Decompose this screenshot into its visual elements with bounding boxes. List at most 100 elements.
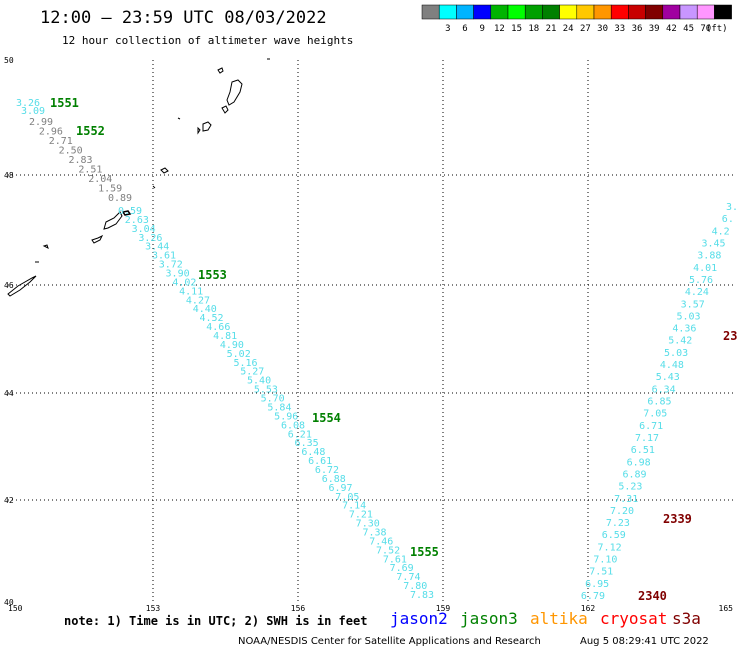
wave-height-value: 2.51 [78,165,102,176]
legend-tick-label: 42 [666,24,677,34]
legend-tick-label: 24 [563,24,574,34]
legend-s3a: s3a [672,609,701,628]
lon-tick-label: 165 [719,604,734,613]
wave-height-value: 4.90 [220,340,244,351]
wave-height-value: 3. [726,202,738,213]
wave-height-value: 5.42 [668,336,692,347]
wave-height-value: 4.66 [206,322,230,333]
legend-swatch [593,4,612,20]
wave-height-value: 6.08 [281,420,305,431]
wave-height-value: 2.99 [29,117,53,128]
wave-height-value: 1.59 [98,184,122,195]
wave-height-value: 6. [722,214,734,225]
legend-swatch [628,4,646,20]
lon-tick-label: 159 [436,604,451,613]
wave-height-value: 5.02 [227,349,251,360]
wave-height-value: 3.04 [132,224,156,235]
pass-time-label: 1551 [50,96,79,110]
legend-tick-label: 33 [614,24,625,34]
wave-height-value: 5.23 [618,482,642,493]
map-title: 12:00 – 23:59 UTC 08/03/2022 [40,8,327,28]
wave-height-value: 6.48 [301,447,325,458]
wave-height-value: 5.96 [274,411,298,422]
legend-tick-label: 15 [511,24,522,34]
color-legend: 3 6 9 12 15 18 21 24 27 30 33 36 39 42 45 70(ft) [421,4,732,34]
wave-height-value: 6.51 [631,445,655,456]
wave-height-value: 7.12 [598,542,622,553]
wave-height-value: 4.36 [672,324,696,335]
legend-tick-label: 21 [546,24,557,34]
wave-height-value: 7.74 [396,572,420,583]
wave-height-value: 7.05 [643,409,667,420]
wave-height-value: 2.04 [88,174,112,185]
lon-tick-label: 156 [291,604,306,613]
wave-height-value: 3.45 [701,238,725,249]
wave-height-value: 6.34 [652,384,676,395]
wave-height-value: 3.44 [145,242,169,253]
legend-swatch [662,4,681,20]
wave-height-value: 5.16 [233,358,257,369]
legend-tick-label: 45 [683,24,694,34]
legend-swatch [559,4,578,20]
legend-tick-label: 6 [462,24,467,34]
lat-tick-label: 50 [4,56,14,65]
wave-height-value: 7.83 [410,590,434,601]
map-subtitle: 12 hour collection of altimeter wave hei… [62,34,354,47]
pass-time-label: 1552 [76,124,105,138]
wave-height-value: 4.11 [179,286,203,297]
legend-cryosat: cryosat [600,609,668,628]
wave-height-value: 7.23 [606,518,630,529]
legend-jason2: jason2 [390,609,448,628]
wave-height-value: 7.05 [335,492,359,503]
legend-tick-label: 12 [494,24,505,34]
wave-height-value: 5.53 [254,385,278,396]
legend-swatch [542,4,560,20]
lat-tick-label: 48 [4,171,14,180]
wave-height-value: 0.89 [108,193,132,204]
legend-tick-label: 30 [597,24,608,34]
wave-height-value: 6.21 [288,429,312,440]
credit-line: NOAA/NESDIS Center for Satellite Applica… [238,636,541,647]
wave-height-value: 4.02 [172,277,196,288]
lat-tick-label: 42 [4,496,14,505]
altimeter-tracks: 3.263.092.992.962.712.502.832.512.041.59… [16,96,738,603]
wave-height-value: 5.84 [267,402,291,413]
wave-height-value: 7.51 [589,567,613,578]
wave-height-value: 3.57 [681,299,705,310]
legend-tick-label: 39 [649,24,660,34]
legend-swatch [714,4,732,20]
wave-height-value: 7.31 [614,494,638,505]
legend-tick-label: 9 [479,24,484,34]
wave-height-value: 6.59 [602,530,626,541]
wave-height-value: 6.89 [622,469,646,480]
legend-swatch [438,4,457,20]
wave-height-value: 6.79 [581,591,605,602]
legend-tick-label: 3 [445,24,450,34]
wave-height-value: 3.09 [21,106,45,117]
wave-height-value: 4.40 [193,304,217,315]
legend-altika: altika [530,609,588,628]
wave-height-value: 6.72 [315,465,339,476]
wave-height-value: 3.26 [138,233,162,244]
legend-tick-label: 70 [700,24,711,34]
wave-height-value: 3.72 [159,260,183,271]
wave-height-value: 6.61 [308,456,332,467]
wave-height-value: 6.97 [329,483,353,494]
wave-height-value: 6.35 [295,438,319,449]
wave-height-value: 5.27 [240,367,264,378]
lon-tick-label: 162 [581,604,596,613]
wave-height-value: 7.46 [369,536,393,547]
legend-swatch [490,4,509,20]
lat-tick-label: 40 [4,598,14,607]
generated-timestamp: Aug 5 08:29:41 UTC 2022 [580,636,709,647]
legend-swatch [507,4,526,20]
wave-height-value: 7.80 [403,581,427,592]
wave-height-value: 2.83 [69,155,93,166]
wave-height-value: 4.48 [660,360,684,371]
legend-swatch [645,4,664,20]
pass-time-label: 2340 [638,589,667,603]
wave-height-value: 7.21 [349,510,373,521]
wave-height-value: 6.98 [627,457,651,468]
wave-height-value: 2.63 [125,215,149,226]
